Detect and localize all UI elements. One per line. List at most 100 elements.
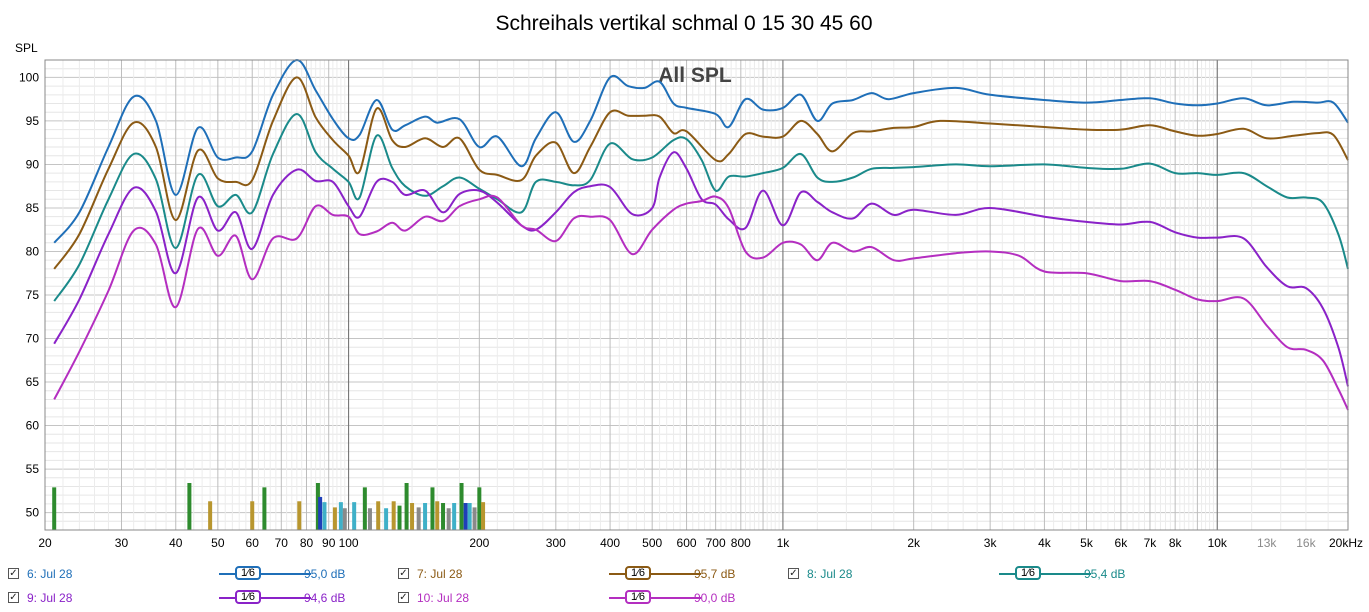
modal-bar	[362, 487, 367, 530]
y-tick-label: 50	[26, 506, 40, 520]
legend-line-swatch	[999, 573, 1091, 575]
x-tick-label: 300	[546, 536, 566, 550]
modal-bar	[391, 501, 396, 530]
series-line	[53, 112, 1349, 302]
series-visibility-checkbox[interactable]: ✓	[8, 592, 19, 603]
x-tick-label: 100	[339, 536, 359, 550]
legend-entry: ✓ 8: Jul 28 1⁄6 95,4 dB	[786, 566, 1166, 586]
modal-bar	[416, 507, 421, 530]
legend-entry: ✓ 6: Jul 28 1⁄6 95,0 dB	[6, 566, 386, 586]
legend-line-swatch	[609, 597, 701, 599]
legend-level-value: 95,7 dB	[694, 567, 736, 581]
legend-entry: ✓ 7: Jul 28 1⁄6 95,7 dB	[396, 566, 776, 586]
modal-bar	[297, 501, 302, 530]
modal-bar	[322, 502, 327, 530]
legend-label: 8: Jul 28	[807, 567, 853, 581]
y-tick-label: 90	[26, 157, 40, 171]
modal-bar	[187, 483, 192, 530]
modal-bar	[338, 502, 343, 530]
x-tick-label: 60	[246, 536, 260, 550]
smoothing-button[interactable]: 1⁄6	[999, 565, 1091, 583]
y-tick-label: 95	[26, 114, 40, 128]
legend-level-value: 95,0 dB	[304, 567, 346, 581]
y-axis-ticks: 50 55 60 65 70 75 80 85 90 95 100	[19, 70, 39, 519]
legend-line-swatch	[219, 573, 311, 575]
legend-entry: ✓ 10: Jul 28 1⁄6 90,0 dB	[396, 590, 776, 610]
series-visibility-checkbox[interactable]: ✓	[8, 568, 19, 579]
legend-row: ✓ 6: Jul 28 1⁄6 95,0 dB ✓ 7: Jul 28 1⁄6 95,7 dB…	[0, 566, 1369, 586]
legend-line-swatch	[609, 573, 701, 575]
x-tick-label: 80	[300, 536, 314, 550]
smoothing-label: 1⁄6	[625, 590, 651, 604]
x-tick-label: 8k	[1169, 536, 1183, 550]
modal-bar	[477, 487, 482, 530]
y-axis-label: SPL	[15, 41, 38, 55]
x-tick-label: 16k	[1296, 536, 1316, 550]
smoothing-button[interactable]: 1⁄6	[219, 589, 311, 607]
series-visibility-checkbox[interactable]: ✓	[398, 592, 409, 603]
y-tick-label: 85	[26, 201, 40, 215]
legend-label: 9: Jul 28	[27, 591, 73, 605]
y-tick-label: 60	[26, 419, 40, 433]
smoothing-button[interactable]: 1⁄6	[219, 565, 311, 583]
modal-bar	[397, 505, 402, 530]
legend-row: ✓ 9: Jul 28 1⁄6 94,6 dB ✓ 10: Jul 28 1⁄6 90,0 d…	[0, 590, 1369, 610]
modal-bars	[52, 483, 486, 530]
curves	[53, 59, 1349, 411]
modal-bar	[481, 502, 486, 530]
modal-bar	[250, 501, 255, 530]
y-tick-label: 70	[26, 332, 40, 346]
y-tick-label: 100	[19, 70, 39, 84]
series-line	[53, 59, 1349, 244]
modal-bar	[472, 507, 477, 530]
modal-bar	[463, 503, 468, 530]
legend-line-swatch	[219, 597, 311, 599]
smoothing-button[interactable]: 1⁄6	[609, 565, 701, 583]
x-tick-label: 30	[115, 536, 129, 550]
modal-bar	[452, 503, 457, 530]
modal-bar	[315, 483, 320, 530]
series-line	[53, 194, 1349, 411]
modal-bar	[384, 508, 389, 530]
x-tick-label: 400	[600, 536, 620, 550]
modal-bar	[332, 507, 337, 530]
legend-label: 10: Jul 28	[417, 591, 470, 605]
modal-bar	[430, 487, 435, 530]
y-tick-label: 75	[26, 288, 40, 302]
modal-bar	[342, 508, 347, 530]
smoothing-label: 1⁄6	[1015, 566, 1041, 580]
x-tick-label: 40	[169, 536, 183, 550]
modal-bar	[352, 502, 357, 530]
legend-label: 7: Jul 28	[417, 567, 463, 581]
modal-bar	[423, 503, 428, 530]
x-tick-label: 200	[469, 536, 489, 550]
smoothing-label: 1⁄6	[235, 566, 261, 580]
y-tick-label: 65	[26, 375, 40, 389]
modal-bar	[318, 496, 323, 530]
x-tick-label: 20kHz	[1329, 536, 1363, 550]
x-tick-label: 90	[322, 536, 336, 550]
x-tick-label: 5k	[1080, 536, 1094, 550]
x-tick-label: 500	[642, 536, 662, 550]
x-tick-label: 10k	[1208, 536, 1228, 550]
legend-level-value: 94,6 dB	[304, 591, 346, 605]
watermark-all-spl: All SPL	[658, 64, 732, 87]
x-tick-label: 13k	[1257, 536, 1277, 550]
modal-bar	[435, 501, 440, 530]
x-axis-ticks: 20 30 40 50 60 70 80 90 100 200 300 400 500 600 700 800…	[38, 536, 1363, 550]
x-tick-label: 7k	[1144, 536, 1158, 550]
modal-bar	[446, 508, 451, 530]
legend-label: 6: Jul 28	[27, 567, 73, 581]
series-line	[53, 151, 1349, 387]
x-tick-label: 1k	[777, 536, 791, 550]
plot-frame	[44, 59, 1349, 531]
series-visibility-checkbox[interactable]: ✓	[788, 568, 799, 579]
smoothing-label: 1⁄6	[235, 590, 261, 604]
series-line	[53, 76, 1349, 270]
series-visibility-checkbox[interactable]: ✓	[398, 568, 409, 579]
legend-level-value: 90,0 dB	[694, 591, 736, 605]
smoothing-button[interactable]: 1⁄6	[609, 589, 701, 607]
y-tick-label: 80	[26, 244, 40, 258]
smoothing-label: 1⁄6	[625, 566, 651, 580]
